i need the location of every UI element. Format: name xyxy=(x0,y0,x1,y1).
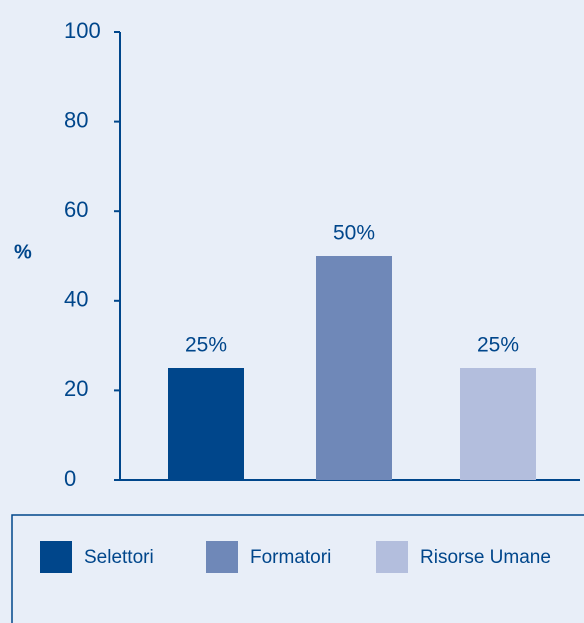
value-label: 25% xyxy=(185,334,227,357)
y-tick-label: 80 xyxy=(64,107,88,132)
legend-label: Formatori xyxy=(250,547,331,568)
y-tick-label: 0 xyxy=(64,466,76,491)
y-tick-label: 60 xyxy=(64,197,88,222)
legend-box xyxy=(11,514,584,623)
y-tick-label: 100 xyxy=(64,18,101,43)
y-axis-label: % xyxy=(14,241,32,263)
y-tick-label: 20 xyxy=(64,376,88,401)
value-label: 25% xyxy=(477,334,519,357)
legend-label: Selettori xyxy=(84,547,154,568)
legend-swatch xyxy=(376,541,408,573)
legend-swatch xyxy=(40,541,72,573)
legend-label: Risorse Umane xyxy=(420,547,551,568)
value-label: 50% xyxy=(333,222,375,245)
bar xyxy=(316,256,392,480)
bar xyxy=(460,368,536,480)
bar xyxy=(168,368,244,480)
legend-swatch xyxy=(206,541,238,573)
y-tick-label: 40 xyxy=(64,287,88,312)
